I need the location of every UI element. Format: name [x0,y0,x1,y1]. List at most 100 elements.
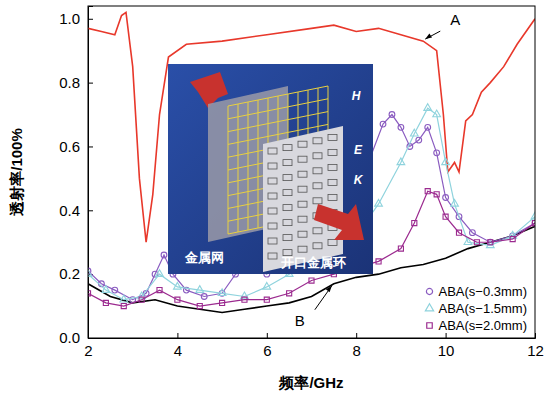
series-label: B [295,312,305,329]
marker [443,195,449,201]
ring [328,149,337,155]
plot-frame [88,6,535,338]
tick: 10 [438,333,455,359]
tick-mark [446,333,447,338]
marker [376,259,381,264]
tick-label: 4 [174,342,182,359]
inset-label: K [354,173,364,187]
inset-arrow [314,204,364,240]
marker [175,297,180,302]
marker [412,221,417,226]
legend-marker [427,323,432,328]
tick: 4 [174,333,182,359]
ring [283,175,292,181]
legend-marker [426,288,432,294]
ring [268,193,277,199]
marker [309,278,314,283]
marker [425,124,431,130]
inset-label: E [354,143,363,157]
marker [425,189,430,194]
ring [268,148,277,154]
marker [120,295,128,302]
marker [264,297,269,302]
legend-label: ABA(s−0.3mm) [439,284,528,299]
marker [389,112,395,118]
legend: ABA(s−0.3mm)ABA(s−1.5mm)ABA(s=2.0mm) [425,284,527,333]
ring [298,156,307,162]
marker [424,104,432,111]
marker [434,192,439,197]
chart: 246810120.00.20.40.60.81.0金属网开口金属环HEKABA… [0,0,555,398]
ring [328,134,337,140]
marker [442,158,450,165]
inset-ring-panel [263,126,343,272]
marker [510,236,515,241]
marker [112,287,118,293]
marker [397,158,405,165]
marker [174,282,182,289]
inset: 金属网 开口金属环 H E K [168,64,373,274]
x-axis-title: 频率/GHz [278,374,343,391]
tick-label: 0.8 [59,74,80,91]
marker [121,304,126,309]
ring [268,208,277,214]
series-label: A [450,11,460,28]
ring [313,153,322,159]
ring [313,138,322,144]
ring [283,190,292,196]
ring [328,239,337,245]
inset-label: 开口金属环 [280,255,346,270]
tick-mark [88,83,93,84]
ring [283,235,292,241]
legend-marker [425,304,433,311]
ring [313,243,322,249]
marker [220,300,225,305]
inset-label: H [352,89,361,103]
tick-label: 0.6 [59,138,80,155]
marker [451,199,459,206]
ring [298,201,307,207]
marker [375,199,383,206]
ring [268,238,277,244]
ring [283,220,292,226]
tick-mark [88,19,93,20]
ring [298,231,307,237]
ring [298,171,307,177]
tick-mark [177,333,178,338]
marker [197,304,202,309]
tick-label: 8 [353,342,361,359]
y-axis-title: 透射率/100% [8,128,25,217]
legend-label: ABA(s−1.5mm) [439,301,528,316]
annotation-arrow [315,286,332,310]
marker [201,294,207,300]
ring [313,198,322,204]
ring [313,168,322,174]
marker [139,297,144,302]
marker [263,282,271,289]
tick: 8 [353,333,361,359]
ring [313,228,322,234]
marker [433,110,441,117]
plot: 246810120.00.20.40.60.81.0金属网开口金属环HEK [59,6,544,359]
annotation-arrowhead [326,286,332,293]
ring [268,178,277,184]
inset-label: 金属网 [184,250,224,265]
marker [242,297,247,302]
marker [103,300,108,305]
marker [380,121,386,127]
tick-label: 0.4 [59,202,80,219]
tick-label: 0.2 [59,265,80,282]
axis-line [89,7,94,339]
tick-label: 12 [527,342,544,359]
tick-mark [356,333,357,338]
tick-label: 6 [263,342,271,359]
ring [283,145,292,151]
ring [298,246,307,252]
marker [474,240,479,245]
tick-mark [88,146,93,147]
inset-background [168,64,373,274]
marker [443,214,448,219]
marker [218,289,226,296]
ring [268,253,277,259]
ring [268,223,277,229]
